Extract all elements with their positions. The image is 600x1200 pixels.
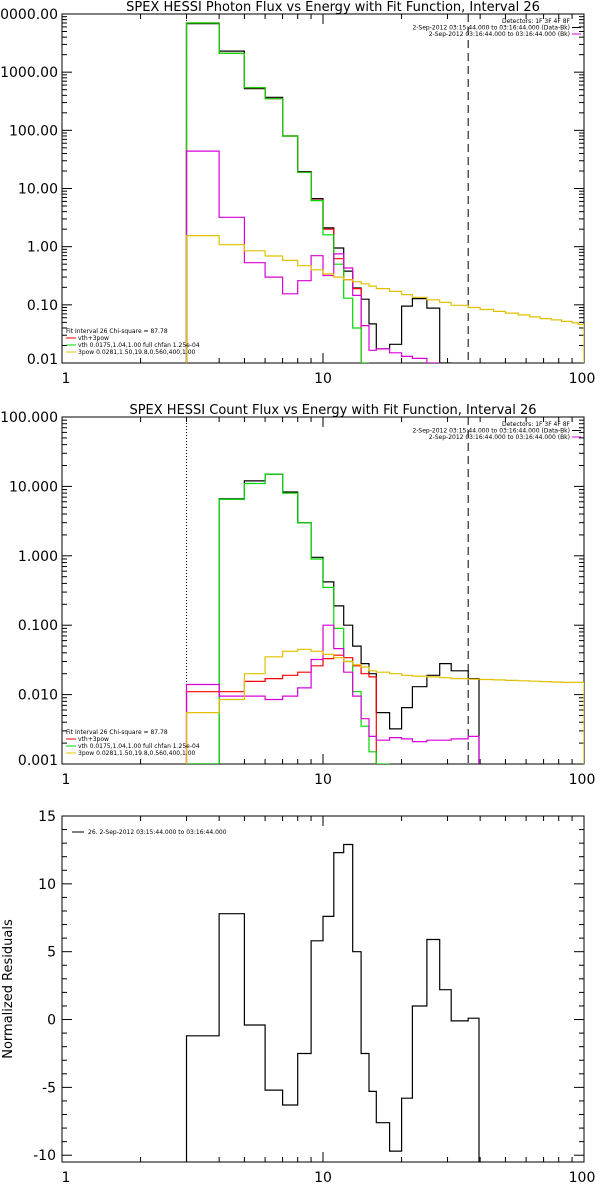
red-series-line — [185, 654, 377, 764]
legend-entry: 2-Sep-2012 03:15:44.000 to 03:16:44.000 … — [412, 428, 570, 435]
y-tick-label: 15 — [38, 809, 56, 825]
y-tick-label: 0.01 — [27, 352, 58, 368]
x-tick-label: 1 — [62, 1170, 71, 1186]
black-series-line — [185, 23, 452, 363]
x-tick-label: 100 — [569, 1170, 596, 1186]
y-tick-label: 10000.00 — [0, 7, 58, 23]
legend-entry: 2-Sep-2012 03:16:44.000 to 03:16:44.000 … — [429, 434, 570, 441]
y-tick-label: -10 — [33, 1148, 56, 1164]
legend-entry: 3pow 0.0281,1.50,19.8,0.560,400,1.00 — [78, 349, 196, 356]
legend-entry: 2-Sep-2012 03:15:44.000 to 03:16:44.000 … — [412, 25, 570, 32]
y-tick-label: 5 — [47, 945, 56, 961]
legend-entry: 26. 2-Sep-2012 03:15:44.000 to 03:16:44.… — [88, 829, 227, 836]
x-tick-label: 100 — [569, 772, 596, 788]
y-tick-label: 0.001 — [18, 753, 58, 769]
count-flux-panel: SPEX HESSI Count Flux vs Energy with Fit… — [0, 403, 595, 788]
plot-frame — [61, 416, 585, 765]
y-tick-label: 1.000 — [18, 549, 58, 565]
black-series-line — [186, 473, 480, 764]
legend-entry: Fit Interval 26 Chi-square = 87.78 — [66, 328, 168, 335]
black-series-line — [185, 843, 480, 1162]
legend-entry: Fit Interval 26 Chi-square = 87.78 — [66, 729, 168, 736]
y-tick-label: 10.00 — [18, 182, 58, 198]
residuals-panel: 1 10 100 -10 -5 0 5 10 15 Normalized Residuals 26.… — [1, 809, 595, 1186]
y-axis-label: Normalized Residuals — [1, 919, 16, 1059]
red-series-line — [185, 22, 362, 363]
legend-entry: 2-Sep-2012 03:16:44.000 to 03:16:44.000 … — [429, 31, 570, 38]
y-tick-label: 10 — [38, 877, 56, 893]
legend-entry: Detectors: 1F 3F 4F 8F — [502, 18, 571, 25]
plot-frame — [61, 13, 585, 364]
y-tick-label: 0.100 — [18, 618, 58, 634]
x-tick-label: 1 — [62, 772, 71, 788]
magenta-series-line — [185, 624, 480, 764]
green-series-line — [186, 473, 390, 764]
y-tick-label: -5 — [42, 1080, 56, 1096]
chart-title: SPEX HESSI Photon Flux vs Energy with Fi… — [126, 0, 540, 15]
legend-entry: vth+3pow — [78, 736, 109, 743]
y-tick-label: 0 — [47, 1013, 56, 1029]
legend-entry: vth 0.0175,1.04,1.00 full chfan 1.25e-04 — [78, 743, 200, 750]
magenta-series-line — [185, 150, 440, 363]
yellow-series-line — [185, 235, 584, 363]
y-tick-label: 0.010 — [18, 688, 58, 704]
y-tick-label: 100.000 — [0, 410, 58, 426]
green-series-line — [185, 22, 369, 363]
photon-flux-panel: SPEX HESSI Photon Flux vs Energy with Fi… — [0, 0, 595, 387]
y-tick-label: 1.00 — [27, 240, 58, 256]
legend-entry: 3pow 0.0281,1.50,19.8,0.560,400,1.00 — [78, 750, 196, 757]
x-tick-label: 10 — [314, 772, 332, 788]
plot-frame — [61, 815, 585, 1163]
x-tick-label: 1 — [62, 371, 71, 387]
yellow-series-line — [185, 648, 584, 764]
chart-title: SPEX HESSI Count Flux vs Energy with Fit… — [129, 403, 536, 418]
x-tick-label: 100 — [569, 371, 596, 387]
x-tick-label: 10 — [314, 1170, 332, 1186]
y-tick-label: 10.000 — [9, 479, 58, 495]
y-tick-label: 1000.00 — [0, 65, 58, 81]
legend-entry: vth+3pow — [78, 335, 109, 342]
x-tick-label: 10 — [314, 371, 332, 387]
legend-entry: Detectors: 1F 3F 4F 8F — [502, 421, 571, 428]
y-tick-label: 100.00 — [9, 123, 58, 139]
y-tick-label: 0.10 — [27, 298, 58, 314]
legend-entry: vth 0.0175,1.04,1.00 full chfan 1.25e-04 — [78, 342, 200, 349]
